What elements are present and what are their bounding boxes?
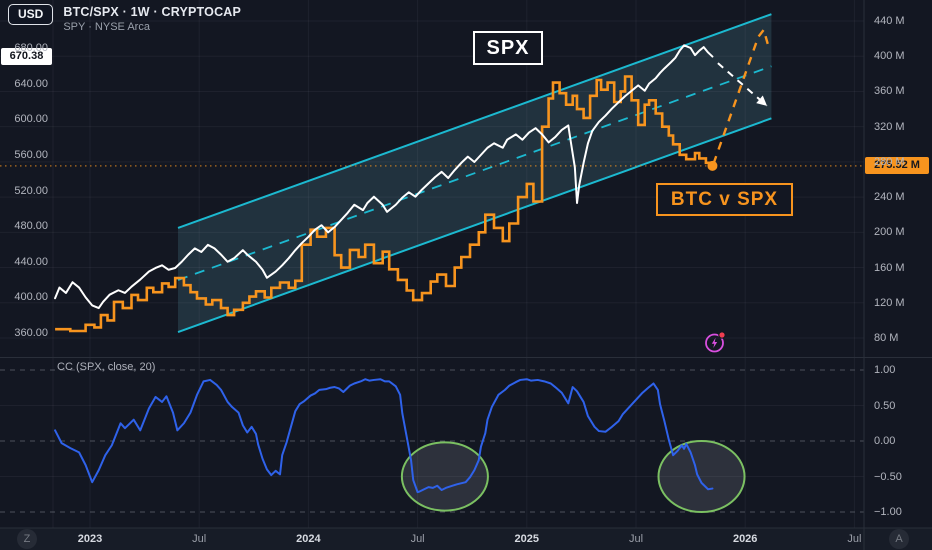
indicator-legend[interactable]: CC (SPX, close, 20) (57, 361, 156, 373)
market-replay-button[interactable] (702, 328, 730, 356)
cc-tick-label: 0.50 (874, 399, 896, 412)
btc-vs-spx-annotation-box[interactable]: BTC v SPX (656, 183, 793, 216)
cc-tick-label: 1.00 (874, 364, 896, 376)
time-tick-label: 2024 (296, 533, 321, 545)
scale-mode-button[interactable]: A (889, 529, 909, 549)
volume-tick-label: 280 M (874, 155, 905, 168)
volume-tick-label: 440 M (874, 15, 905, 27)
price-tick-label: 600.00 (14, 113, 48, 126)
btc-projection-line (712, 27, 771, 165)
time-tick-label: 2026 (732, 533, 758, 545)
time-tick-label: Jul (628, 533, 644, 545)
volume-tick-label: 160 M (874, 261, 905, 274)
volume-tick-label: 240 M (874, 191, 905, 204)
btc-price-tag: 275.52 M (865, 157, 929, 175)
time-tick-label: Jul (847, 533, 862, 545)
spx-projection-line (717, 62, 768, 107)
volume-tick-label: 80 M (874, 332, 899, 344)
price-tick-label: 520.00 (14, 184, 48, 197)
price-tick-label: 680.00 (14, 42, 48, 54)
price-tick-label: 440.00 (14, 255, 48, 268)
channel-bottom-line (177, 117, 772, 334)
cc-tick-label: −1.00 (874, 506, 902, 518)
spx-price-tag: 670.38 (1, 48, 52, 66)
time-tick-label: 2023 (77, 533, 103, 545)
timezone-button[interactable]: Z (17, 529, 37, 549)
currency-toggle-button[interactable]: USD (8, 4, 54, 25)
volume-tick-label: 360 M (874, 85, 905, 98)
lightning-bolt-icon (711, 337, 718, 348)
flash-icon (705, 333, 724, 353)
spx-annotation-box[interactable]: SPX (473, 31, 543, 65)
time-tick-label: Jul (192, 533, 207, 545)
price-tick-label: 480.00 (14, 220, 48, 233)
symbol-title[interactable]: BTC/SPX · 1W · CRYPTOCAP (63, 5, 242, 19)
chart-header: USD BTC/SPX · 1W · CRYPTOCAP SPY · NYSE … (8, 4, 241, 34)
cc-tick-label: 0.00 (874, 435, 896, 447)
price-tick-label: 360.00 (14, 327, 48, 339)
price-tick-label: 560.00 (14, 148, 48, 161)
time-axis-strip (0, 528, 932, 550)
time-tick-label: 2025 (514, 533, 540, 545)
btc-line (55, 75, 714, 333)
price-tick-label: 640.00 (14, 77, 48, 90)
price-tick-label: 400.00 (14, 291, 48, 304)
cc-line (54, 378, 714, 494)
time-tick-label: Jul (410, 533, 425, 545)
volume-tick-label: 320 M (874, 120, 905, 133)
spx-line (54, 44, 714, 310)
volume-tick-label: 200 M (874, 226, 905, 239)
channel-mid-line (177, 65, 772, 281)
symbol-subtitle[interactable]: SPY · NYSE Arca (63, 21, 150, 33)
channel-top-line (177, 13, 772, 229)
spx-projection-arrowhead (756, 95, 768, 106)
highlight-ellipse (657, 440, 746, 513)
alert-dot (718, 331, 726, 339)
cc-tick-label: −0.50 (874, 470, 902, 483)
highlight-ellipse (400, 441, 489, 512)
volume-tick-label: 120 M (874, 296, 905, 309)
volume-tick-label: 400 M (874, 50, 905, 63)
btc-line-end-dot (707, 160, 718, 171)
